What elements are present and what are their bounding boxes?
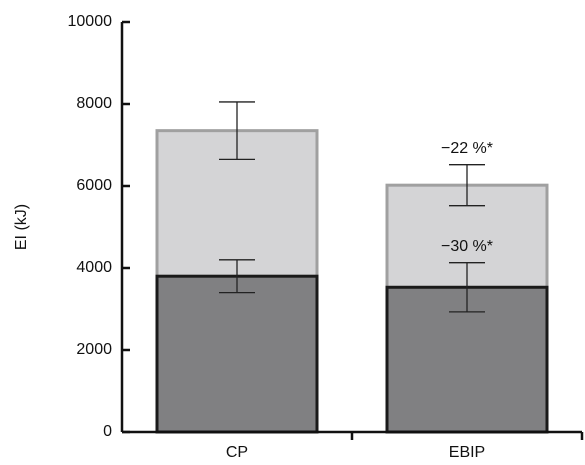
y-tick-label: 10000 — [68, 13, 113, 30]
y-tick-label: 2000 — [76, 341, 112, 358]
y-tick-label: 8000 — [76, 95, 112, 112]
y-tick-label: 6000 — [76, 177, 112, 194]
bar — [155, 274, 319, 434]
y-tick-label: 4000 — [76, 259, 112, 276]
x-tick-label: CP — [226, 444, 248, 461]
error-bar — [219, 101, 255, 161]
error-bar — [219, 259, 255, 294]
error-bar — [449, 164, 485, 207]
y-axis-label: EI (kJ) — [13, 204, 30, 250]
y-tick-label: 0 — [103, 423, 112, 440]
error-bar — [449, 262, 485, 313]
x-tick-label: EBIP — [449, 444, 485, 461]
annotation: −30 %* — [441, 238, 493, 255]
annotation: −22 %* — [441, 140, 493, 157]
